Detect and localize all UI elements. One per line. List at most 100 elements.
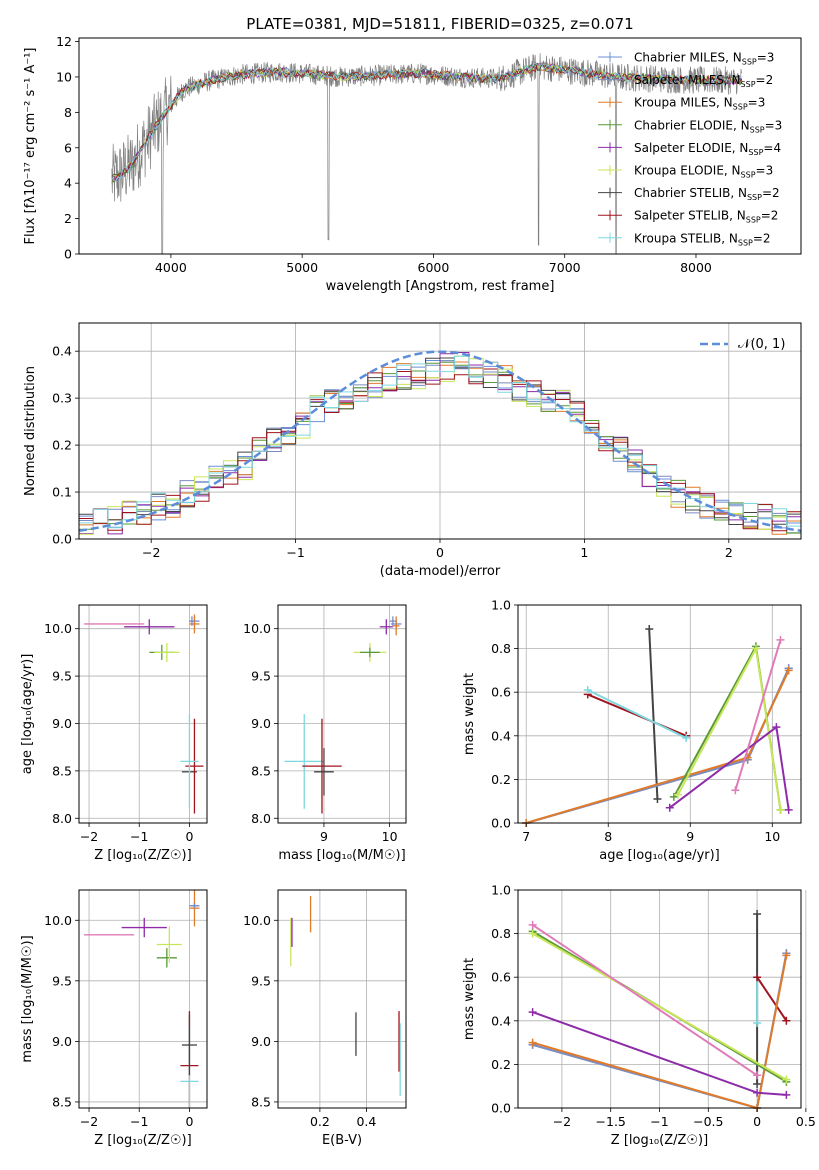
weight-point-marker — [528, 1038, 537, 1047]
y-tick-label: 8.0 — [251, 811, 271, 826]
residuals-panel: −2 −1 0 1 2 0.0 0.1 0.2 0.3 0.4 (data-model)/error… — [23, 322, 802, 579]
x-tick-label: −1 — [130, 1114, 148, 1129]
weight-point-marker — [753, 1088, 762, 1097]
legend-subscript: SSP — [741, 80, 756, 89]
y-axis-label: mass weight — [462, 958, 477, 1040]
errorbar-point — [185, 718, 204, 814]
x-tick-label: 0.4 — [356, 1114, 376, 1129]
y-tick-label: 10.0 — [44, 913, 72, 928]
age_vs_mass-frame — [277, 604, 407, 824]
y-tick-label: 0.8 — [491, 926, 511, 941]
weight-point-marker — [782, 1075, 791, 1084]
x-tick-label: 0.2 — [310, 1114, 330, 1129]
y-tick-label: 0.0 — [491, 816, 511, 831]
legend-count: =3 — [765, 118, 783, 132]
weight-point-marker — [528, 920, 537, 929]
legend-label: Kroupa MILES, NSSP=3 — [634, 96, 765, 112]
x-tick-label: −1 — [286, 545, 304, 560]
errorbar-point — [156, 926, 182, 963]
x-axis-label: mass [log₁₀(M/M☉)] — [278, 848, 405, 863]
y-tick-label: 8.0 — [52, 811, 72, 826]
x-tick-label: 2 — [725, 545, 733, 560]
x-axis-label: (data-model)/error — [380, 564, 501, 579]
x-tick-label: 0 — [185, 1114, 193, 1129]
x-tick-label: 10 — [382, 829, 398, 844]
weight-series-line — [648, 628, 659, 800]
legend-count: =3 — [757, 51, 775, 65]
x-tick-label: 7 — [522, 829, 530, 844]
weight_vs_age-plot-area — [522, 624, 793, 827]
x-tick-label: −2 — [142, 545, 160, 560]
x-tick-label: 0 — [185, 829, 193, 844]
weight-point-marker — [782, 1090, 791, 1099]
legend-subscript: SSP — [742, 58, 757, 67]
weight_vs_Z-frame — [517, 889, 802, 1109]
weight-series-line — [532, 924, 758, 1077]
age_vs_mass-panel: 9 10 8.0 8.5 9.0 9.5 10.0 mass [log₁₀(M/M☉)] — [243, 604, 407, 863]
legend-count: =2 — [756, 73, 774, 87]
errorbar-point — [124, 619, 175, 635]
spectrum-panel: 4000 5000 6000 7000 8000 0 2 4 6 8 10 12 wavelength … — [23, 34, 802, 294]
x-tick-label: −0.5 — [693, 1114, 723, 1129]
y-axis-label: age [log₁₀(age/yr)] — [20, 654, 35, 775]
y-tick-label: 0.2 — [491, 772, 511, 787]
age_vs_Z-plot-area — [84, 614, 204, 814]
x-tick-label: −2 — [80, 1114, 98, 1129]
weight-point-marker — [528, 929, 537, 938]
y-tick-label: 8.5 — [251, 763, 271, 778]
weight-point-marker — [784, 666, 793, 675]
legend-count: =2 — [761, 209, 779, 223]
legend-label: Salpeter ELODIE, NSSP=4 — [634, 141, 781, 157]
legend-label: Chabrier ELODIE, NSSP=3 — [634, 118, 782, 134]
weight-point-marker — [653, 795, 662, 804]
x-axis-label: Z [log₁₀(Z/Z☉)] — [94, 1133, 191, 1148]
y-tick-label: 6 — [64, 140, 72, 155]
x-tick-label: −1 — [130, 829, 148, 844]
weight-point-marker — [784, 805, 793, 814]
y-tick-label: 10.0 — [243, 621, 271, 636]
y-tick-label: 4 — [64, 176, 72, 191]
y-tick-label: 0 — [64, 247, 72, 262]
y-tick-label: 0.6 — [491, 970, 511, 985]
y-tick-label: 9.5 — [52, 669, 72, 684]
weight-point-marker — [645, 624, 654, 633]
x-axis-label: E(B-V) — [322, 1133, 362, 1148]
y-tick-label: 8 — [64, 105, 72, 120]
residuals-plot-area — [78, 350, 802, 535]
weight-point-marker — [753, 909, 762, 918]
legend-subscript: SSP — [750, 125, 765, 134]
y-tick-label: 0.2 — [491, 1057, 511, 1072]
y-tick-label: 0.4 — [491, 1013, 511, 1028]
legend-count: =2 — [753, 231, 771, 245]
x-tick-label: 9 — [320, 829, 328, 844]
y-tick-label: 0.2 — [52, 438, 72, 453]
legend-subscript: SSP — [738, 238, 753, 247]
errorbar-point — [302, 718, 342, 814]
weight-point-marker — [753, 973, 762, 982]
legend-subscript: SSP — [747, 193, 762, 202]
weight_vs_age-frame — [517, 604, 802, 824]
legend-subscript: SSP — [733, 103, 748, 112]
mass_vs_EBV-panel: 0.2 0.4 8.5 9.0 9.5 10.0 E(B-V) — [243, 889, 407, 1148]
weight-point-marker — [669, 792, 678, 801]
y-tick-label: 0.4 — [491, 728, 511, 743]
weight-point-marker — [528, 1008, 537, 1017]
residual-histogram-step — [79, 355, 801, 529]
y-tick-label: 0.8 — [491, 641, 511, 656]
x-axis-label: age [log₁₀(age/yr)] — [599, 848, 720, 863]
weight_vs_age-panel: 7 8 9 10 0.0 0.2 0.4 0.6 0.8 1.0 age [log₁₀(age/yr… — [462, 598, 802, 863]
spectrum-frame — [78, 37, 802, 255]
x-tick-label: −1 — [650, 1114, 668, 1129]
x-tick-label: 8000 — [680, 260, 712, 275]
y-tick-label: 0.3 — [52, 391, 72, 406]
errorbar-point — [284, 714, 324, 809]
spectrum-plot-area — [111, 53, 743, 255]
weight-point-marker — [682, 733, 691, 742]
weight-point-marker — [753, 1018, 762, 1027]
weight-point-marker — [753, 1071, 762, 1080]
legend-label: Kroupa ELODIE, NSSP=3 — [634, 164, 773, 180]
x-tick-label: 8 — [604, 829, 612, 844]
model-fit-line — [111, 63, 743, 180]
age_vs_mass-plot-area — [284, 616, 402, 814]
weight-series-line — [756, 976, 788, 1022]
